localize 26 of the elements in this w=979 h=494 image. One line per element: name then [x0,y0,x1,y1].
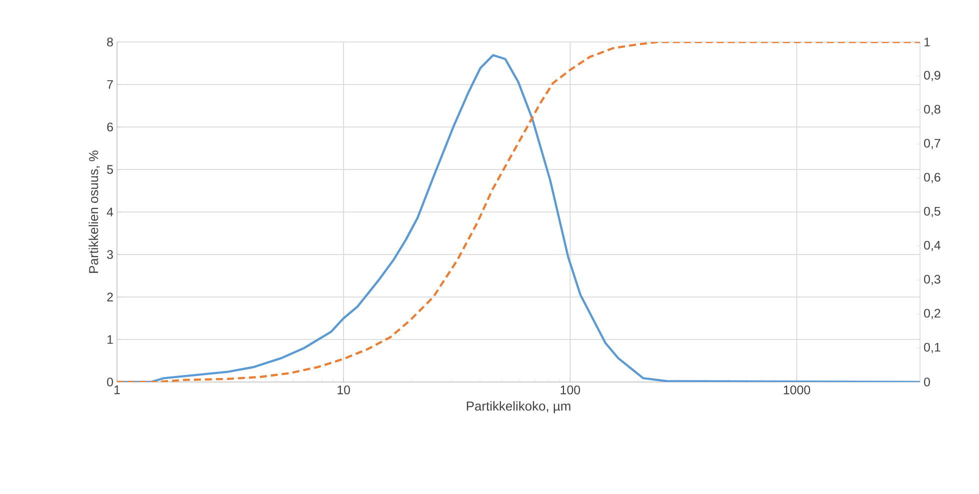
y-tick-label: 2 [107,292,113,302]
x-tick-label: 100 [560,386,580,394]
y-tick-label: 3 [107,250,113,259]
y-tick-label: 4 [106,208,114,216]
y2-tick-label: 0,5 [924,206,940,218]
y2-tick-label: 0,9 [924,70,940,82]
y-tick-label: 8 [107,38,113,46]
y2-tick-label: 0,8 [924,104,940,116]
y2-tick-label: 0,6 [924,172,940,184]
y2-tick-label: 0 [924,378,930,386]
y-tick-label: 5 [107,165,113,174]
y2-tick-label: 0,2 [924,308,940,320]
y-tick-label: 7 [107,80,113,89]
y2-tick-label: 1 [924,38,930,46]
y-axis-title: Partikkelien osuus, % [88,150,100,273]
x-tick-label: 1000 [784,386,810,394]
y-tick-label: 1 [108,335,113,344]
y-tick-label: 6 [107,122,113,132]
x-axis-title: Partikkelikoko, µm [466,401,570,414]
x-tick-label: 10 [338,386,350,394]
y2-tick-label: 0,7 [924,138,940,150]
y2-tick-label: 0,1 [924,342,940,354]
x-tick-label: 1 [114,386,120,394]
y2-tick-label: 0,4 [924,240,940,252]
y2-tick-label: 0,3 [924,274,940,286]
y-tick-label: 0 [107,378,113,386]
